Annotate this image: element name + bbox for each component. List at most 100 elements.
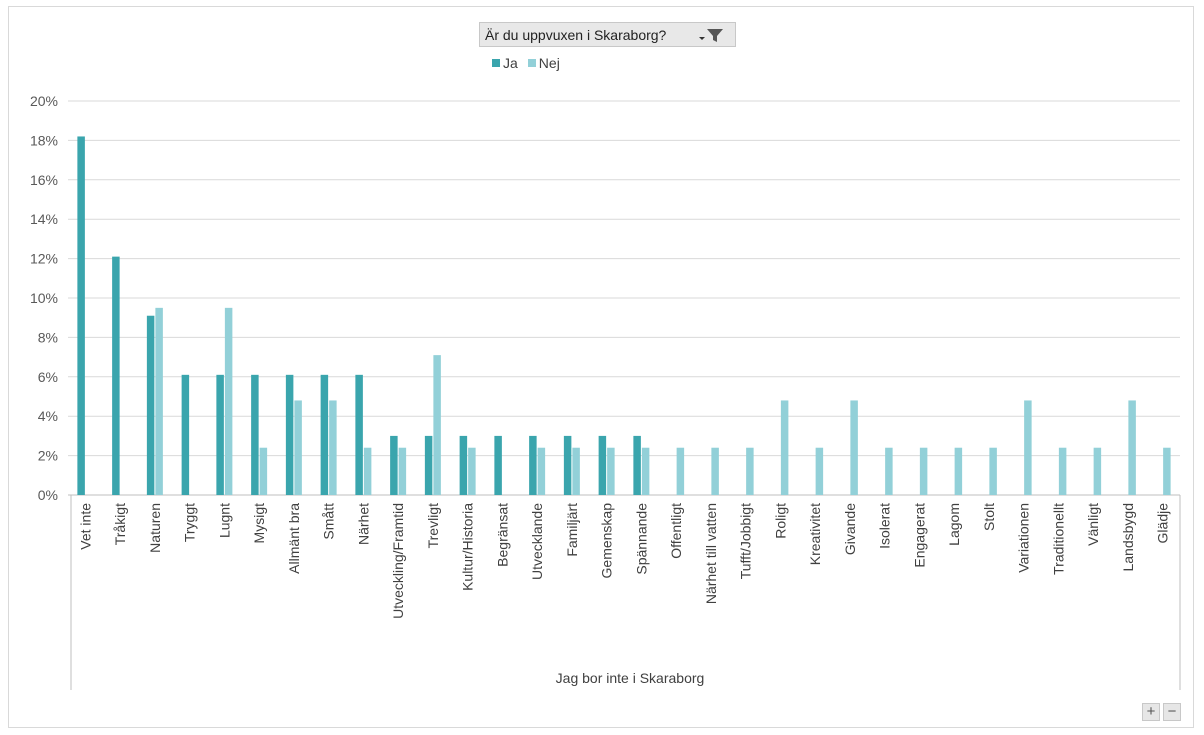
x-tick-label: Traditionellt — [1050, 503, 1066, 575]
y-tick-label: 0% — [38, 487, 58, 503]
y-tick-label: 10% — [30, 290, 58, 306]
bar-nej — [780, 400, 789, 495]
bar-ja — [355, 374, 363, 495]
zoom-controls: + − — [1142, 703, 1181, 721]
x-tick-label: Lagom — [946, 503, 962, 546]
y-tick-label: 18% — [30, 132, 58, 148]
bar-ja — [633, 435, 641, 495]
x-tick-label: Variationen — [1016, 503, 1032, 573]
bar-ja — [598, 435, 607, 495]
x-tick-label: Offentligt — [668, 503, 684, 559]
bar-nej — [746, 447, 754, 495]
y-tick-label: 8% — [38, 329, 58, 345]
bar-nej — [1163, 447, 1171, 495]
y-tick-label: 6% — [38, 369, 58, 385]
bar-nej — [885, 447, 893, 495]
x-tick-label: Engagerat — [911, 503, 927, 568]
bar-ja — [424, 435, 433, 495]
bar-ja — [320, 374, 329, 495]
legend: Ja Nej — [492, 55, 560, 71]
bar-ja — [529, 435, 537, 495]
bar-nej — [1093, 447, 1102, 495]
legend-swatch-nej — [527, 59, 536, 67]
y-tick-label: 4% — [38, 408, 58, 424]
x-tick-label: Tryggt — [182, 503, 198, 542]
bar-ja — [285, 374, 294, 495]
bar-ja — [216, 374, 224, 495]
zoom-out-button[interactable]: − — [1163, 703, 1181, 721]
y-tick-label: 20% — [30, 93, 58, 109]
x-tick-label: Kultur/Historia — [460, 503, 476, 591]
legend-label-ja: Ja — [503, 55, 518, 71]
bar-nej — [1128, 400, 1136, 495]
bar-ja — [563, 435, 572, 495]
bar-ja — [251, 374, 259, 495]
x-tick-label: Spännande — [633, 503, 649, 575]
bar-nej — [954, 447, 963, 495]
x-tick-label: Lugnt — [216, 503, 232, 538]
bar-nej — [398, 447, 407, 495]
x-tick-label: Utvecklande — [529, 503, 545, 580]
x-tick-label: Landsbygd — [1120, 503, 1136, 572]
bar-nej — [919, 447, 928, 495]
x-tick-label: Tufft/Jobbigt — [738, 503, 754, 579]
x-tick-label: Naturen — [147, 503, 163, 553]
legend-label-nej: Nej — [538, 55, 560, 71]
x-tick-label: Trevligt — [425, 503, 441, 548]
x-tick-label: Familjärt — [564, 503, 580, 557]
bar-nej — [676, 447, 685, 495]
x-tick-label: Närhet till vatten — [703, 503, 719, 604]
bar-nej — [329, 400, 337, 495]
filter-dropdown[interactable]: Är du uppvuxen i Skaraborg? — [479, 22, 736, 47]
x-tick-label: Isolerat — [877, 503, 893, 549]
chart-frame — [8, 6, 1194, 728]
bar-nej — [294, 400, 302, 495]
bar-nej — [1024, 400, 1032, 495]
bar-nej — [155, 307, 163, 495]
bar-ja — [390, 435, 398, 495]
x-tick-label: Givande — [842, 503, 858, 555]
legend-swatch-ja — [492, 59, 500, 67]
bar-ja — [181, 374, 190, 495]
filter-icon — [697, 27, 735, 43]
bar-nej — [641, 447, 650, 495]
x-tick-label: Närhet — [355, 503, 371, 545]
zoom-in-button[interactable]: + — [1142, 703, 1160, 721]
x-tick-label: Tråkigt — [112, 503, 128, 545]
x-tick-label: Vet inte — [77, 503, 93, 550]
bar-nej — [1058, 447, 1067, 495]
x-tick-label: Begränsat — [494, 503, 510, 567]
x-tick-label: Mysigt — [251, 503, 267, 544]
x-tick-label: Allmänt bra — [286, 503, 302, 574]
filter-label: Är du uppvuxen i Skaraborg? — [485, 26, 667, 43]
bar-ja — [77, 136, 85, 495]
bar-nej — [815, 447, 824, 495]
x-tick-label: Kreativitet — [807, 503, 823, 565]
legend-entry-nej[interactable]: Nej — [527, 55, 560, 71]
x-tick-label: Vänligt — [1085, 503, 1101, 546]
bar-nej — [433, 355, 441, 495]
bar-ja — [112, 256, 120, 495]
bar-nej — [989, 447, 997, 495]
bar-nej — [572, 447, 580, 495]
bar-nej — [607, 447, 615, 495]
x-tick-label: Roligt — [772, 503, 788, 539]
bar-ja — [146, 315, 155, 495]
bar-ja — [459, 435, 468, 495]
bar-nej — [850, 400, 858, 495]
y-tick-label: 2% — [38, 448, 58, 464]
bar-nej — [537, 447, 546, 495]
y-tick-label: 12% — [30, 251, 58, 267]
bar-nej — [468, 447, 476, 495]
x-tick-label: Glädje — [1155, 503, 1171, 544]
group-label: Jag bor inte i Skaraborg — [556, 670, 705, 686]
x-tick-label: Stolt — [981, 503, 997, 531]
bar-nej — [259, 447, 268, 495]
x-tick-label: Gemenskap — [599, 503, 615, 579]
y-tick-label: 16% — [30, 172, 58, 188]
bar-nej — [224, 307, 233, 495]
legend-entry-ja[interactable]: Ja — [492, 55, 518, 71]
bar-nej — [711, 447, 719, 495]
y-tick-label: 14% — [30, 211, 58, 227]
